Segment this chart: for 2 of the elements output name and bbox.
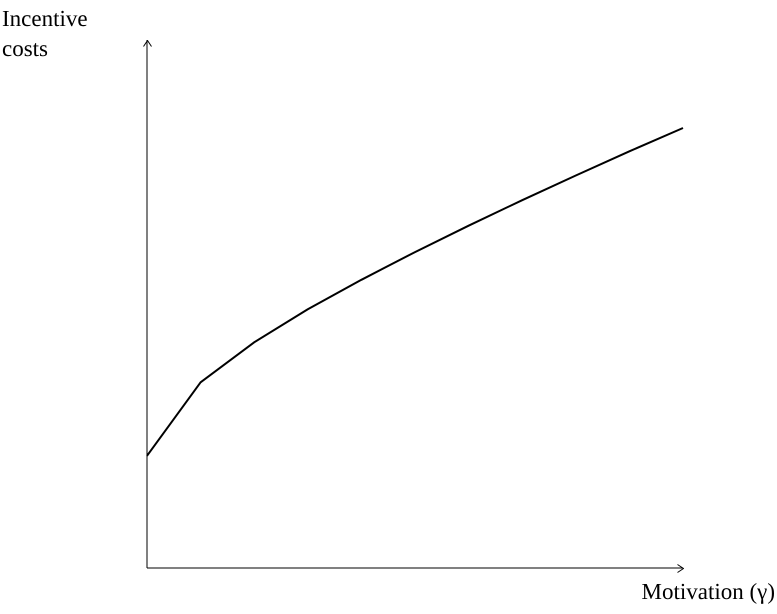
y-axis-title: Incentive costs — [2, 5, 89, 63]
x-axis-title: Motivation (γ) — [642, 578, 775, 606]
